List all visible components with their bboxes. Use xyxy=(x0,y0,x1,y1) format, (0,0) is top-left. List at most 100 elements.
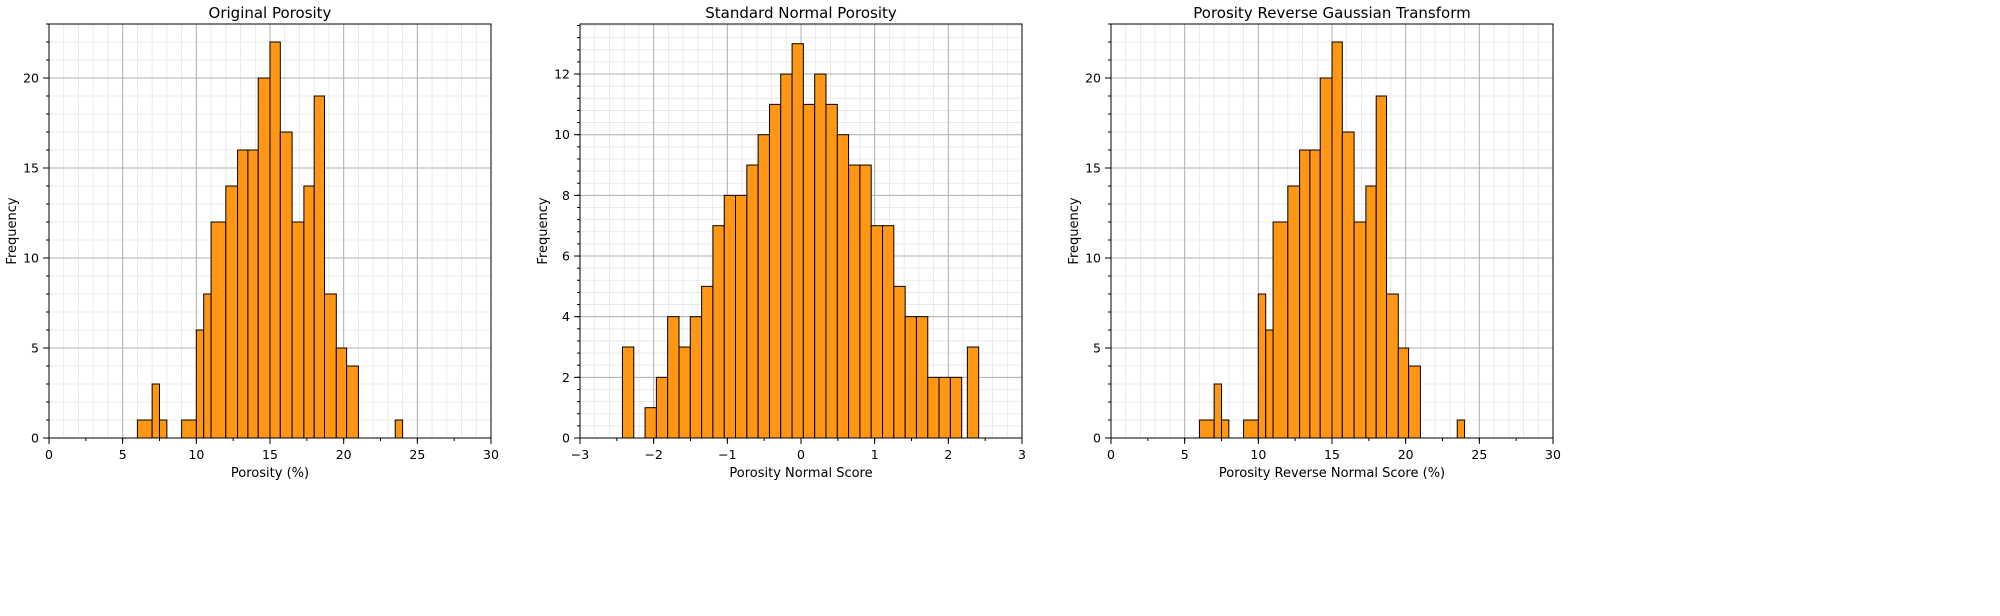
y-tick-label: 0 xyxy=(562,431,570,446)
x-axis-label: Porosity (%) xyxy=(231,466,309,481)
histogram-bar xyxy=(735,194,748,439)
histogram-bar xyxy=(780,73,793,439)
histogram-bar xyxy=(1397,347,1410,439)
histogram-bar xyxy=(159,419,168,439)
histogram-bar xyxy=(335,347,348,439)
histogram-bar xyxy=(1365,185,1377,439)
x-tick-label: 30 xyxy=(483,447,499,462)
histogram-bar xyxy=(802,103,816,439)
histogram-bar xyxy=(269,41,281,439)
histogram-bar xyxy=(279,131,293,439)
x-tick-label: 20 xyxy=(336,447,352,462)
y-tick-label: 4 xyxy=(562,309,570,324)
histogram-bar xyxy=(225,185,239,439)
chart-title: Porosity Reverse Gaussian Transform xyxy=(1193,4,1470,22)
x-tick-label: −2 xyxy=(644,447,662,462)
x-axis-label: Porosity Normal Score xyxy=(729,466,872,481)
chart-title: Original Porosity xyxy=(209,4,332,22)
histogram-bar xyxy=(904,316,917,439)
x-tick-label: 15 xyxy=(1324,447,1340,462)
histogram-bar xyxy=(313,95,326,439)
y-tick-label: 20 xyxy=(1085,71,1101,86)
histogram-bar xyxy=(1408,365,1421,439)
y-tick-label: 12 xyxy=(554,67,570,82)
histogram-bar xyxy=(848,164,861,439)
x-tick-label: 10 xyxy=(188,447,204,462)
x-tick-label: 15 xyxy=(262,447,278,462)
histogram-bar xyxy=(667,316,680,439)
y-tick-label: 15 xyxy=(1085,161,1101,176)
panel-original-porosity: 0 5 10 15 20 25 30 0 5 10 15 20 Original Porosity P… xyxy=(5,4,499,481)
histogram-bar xyxy=(893,285,906,439)
y-tick-label: 15 xyxy=(23,161,39,176)
x-tick-label: 10 xyxy=(1250,447,1266,462)
histogram-bar xyxy=(151,383,160,439)
histogram-bar xyxy=(181,419,197,439)
histogram-bar xyxy=(1287,185,1301,439)
x-tick-label: 5 xyxy=(119,447,127,462)
x-tick-label: 1 xyxy=(871,447,879,462)
histogram-bar xyxy=(791,43,804,439)
histogram-bar xyxy=(237,149,249,439)
x-tick-label: 25 xyxy=(1471,447,1487,462)
y-tick-label: 8 xyxy=(562,188,570,203)
y-axis-label: Frequency xyxy=(5,197,20,264)
x-tick-label: 2 xyxy=(944,447,952,462)
histogram-bar xyxy=(324,293,337,439)
histogram-bar xyxy=(291,221,305,439)
histogram-bar xyxy=(1299,149,1311,439)
x-tick-label: −3 xyxy=(571,447,589,462)
y-tick-label: 0 xyxy=(31,431,39,446)
histogram-bar xyxy=(1213,383,1222,439)
x-tick-label: 0 xyxy=(45,447,53,462)
y-tick-label: 20 xyxy=(23,71,39,86)
histogram-bar xyxy=(712,225,725,439)
histogram-bar xyxy=(768,103,782,439)
y-tick-label: 2 xyxy=(562,370,570,385)
panel-reverse-gaussian-transform: 0 5 10 15 20 25 30 0 5 10 15 20 Porosity Reverse Ga… xyxy=(1067,4,1561,481)
histogram-bar xyxy=(1375,95,1388,439)
histogram-bar xyxy=(701,285,714,439)
histogram-bar xyxy=(938,376,951,439)
histogram-bar xyxy=(825,103,838,439)
histogram-bar xyxy=(836,134,850,439)
histogram-bar xyxy=(882,225,895,439)
histogram-bar xyxy=(1331,41,1343,439)
histogram-bar xyxy=(203,293,212,439)
histogram-bar xyxy=(1198,419,1215,439)
histogram-bar xyxy=(394,419,404,439)
histogram-bar xyxy=(621,346,635,439)
histogram-bar xyxy=(1386,293,1399,439)
x-axis-label: Porosity Reverse Normal Score (%) xyxy=(1219,466,1445,481)
histogram-bar xyxy=(210,221,227,439)
histogram-bar xyxy=(136,419,153,439)
histogram-bar xyxy=(644,407,657,439)
y-tick-label: 5 xyxy=(31,341,39,356)
chart-title: Standard Normal Porosity xyxy=(705,4,897,22)
y-tick-label: 10 xyxy=(1085,251,1101,266)
histogram-bar xyxy=(723,194,737,439)
histogram-bar xyxy=(303,185,315,439)
x-tick-label: 25 xyxy=(409,447,425,462)
histogram-bar xyxy=(1309,149,1321,439)
x-tick-label: 0 xyxy=(797,447,805,462)
histogram-bar xyxy=(689,316,703,439)
histogram-bar xyxy=(1221,419,1230,439)
histogram-bar xyxy=(1243,419,1259,439)
histogram-bar xyxy=(746,164,759,439)
y-tick-label: 10 xyxy=(554,127,570,142)
y-tick-label: 0 xyxy=(1093,431,1101,446)
histogram-bar xyxy=(915,316,929,439)
x-tick-label: 0 xyxy=(1107,447,1115,462)
histogram-bar xyxy=(1353,221,1367,439)
histogram-bar xyxy=(655,376,669,439)
y-tick-label: 6 xyxy=(562,249,570,264)
histogram-bar xyxy=(1319,77,1333,439)
x-tick-label: −1 xyxy=(718,447,736,462)
histogram-bar xyxy=(195,329,205,439)
histogram-bar xyxy=(1265,329,1274,439)
histogram-bar xyxy=(966,346,980,439)
x-tick-label: 20 xyxy=(1398,447,1414,462)
